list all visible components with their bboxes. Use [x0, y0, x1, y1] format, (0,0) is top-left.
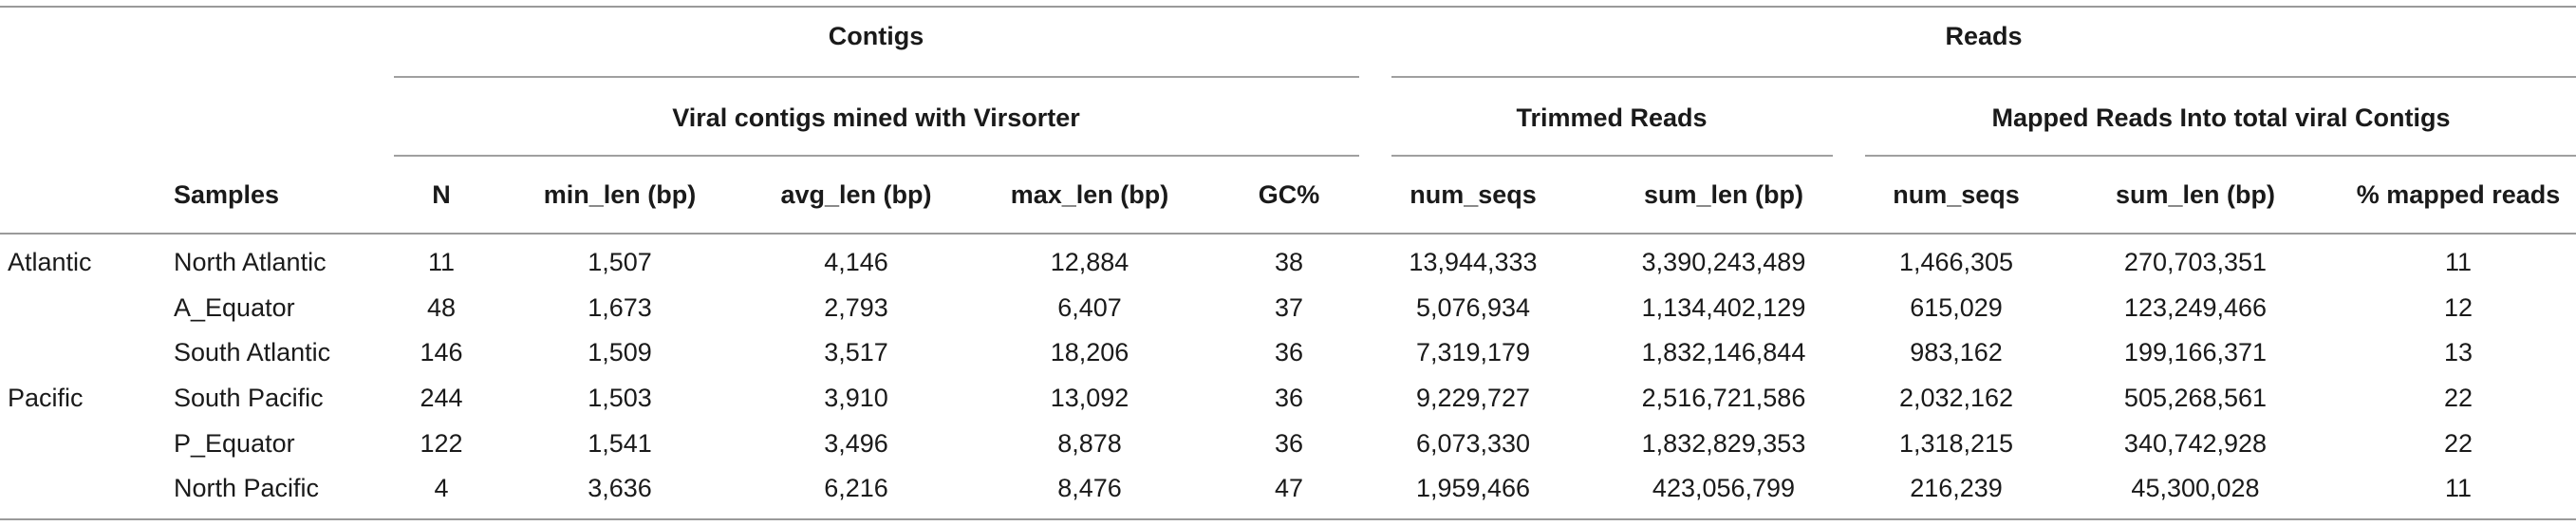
cell-max-len: 6,407: [1057, 293, 1122, 322]
cell-trim-num-seqs: 1,959,466: [1415, 474, 1531, 502]
header-viral-contigs: Viral contigs mined with Virsorter: [672, 103, 1080, 132]
cell-pct-mapped: 13: [2443, 338, 2473, 366]
cell-gc: 38: [1274, 248, 1304, 276]
bottom-rule: [0, 518, 2576, 520]
mapped-reads-rule: [1865, 155, 2576, 157]
cell-min-len: 1,541: [588, 429, 652, 458]
cell-gc: 36: [1274, 338, 1304, 366]
col-max-len: max_len (bp): [1010, 180, 1169, 209]
cell-gc: 37: [1274, 293, 1304, 322]
reads-group-rule: [1391, 76, 2576, 78]
cell-trim-num-seqs: 6,073,330: [1415, 429, 1531, 458]
cell-pct-mapped: 11: [2444, 248, 2473, 276]
cell-avg-len: 3,517: [824, 338, 888, 366]
cell-n: 244: [420, 384, 463, 412]
cell-min-len: 3,636: [588, 474, 652, 502]
cell-avg-len: 3,496: [824, 429, 888, 458]
top-rule: [0, 6, 2576, 8]
cell-map-sum-len: 340,742,928: [2123, 429, 2268, 458]
col-map-sum-len: sum_len (bp): [2115, 180, 2276, 209]
cell-trim-num-seqs: 5,076,934: [1415, 293, 1531, 322]
cell-trim-sum-len: 423,056,799: [1652, 474, 1796, 502]
cell-sample: South Pacific: [174, 384, 324, 412]
cell-map-num-seqs: 615,029: [1910, 293, 2003, 322]
cell-avg-len: 2,793: [824, 293, 888, 322]
cell-trim-sum-len: 1,832,829,353: [1641, 429, 1806, 458]
cell-avg-len: 3,910: [824, 384, 888, 412]
col-min-len: min_len (bp): [543, 180, 697, 209]
cell-n: 122: [420, 429, 463, 458]
cell-gc: 36: [1274, 384, 1304, 412]
cell-n: 48: [426, 293, 457, 322]
cell-min-len: 1,503: [588, 384, 652, 412]
col-pct-mapped: % mapped reads: [2356, 180, 2561, 209]
cell-trim-sum-len: 3,390,243,489: [1641, 248, 1806, 276]
trimmed-reads-rule: [1391, 155, 1833, 157]
col-gc: GC%: [1258, 180, 1320, 209]
header-reads: Reads: [1945, 22, 2023, 50]
cell-sample: North Pacific: [174, 474, 320, 502]
cell-max-len: 8,476: [1057, 474, 1122, 502]
cell-map-num-seqs: 2,032,162: [1898, 384, 2014, 412]
cell-max-len: 18,206: [1050, 338, 1129, 366]
cell-map-num-seqs: 983,162: [1910, 338, 2003, 366]
cell-map-sum-len: 505,268,561: [2123, 384, 2268, 412]
cell-trim-num-seqs: 7,319,179: [1415, 338, 1531, 366]
cell-avg-len: 4,146: [824, 248, 888, 276]
cell-sample: North Atlantic: [174, 248, 327, 276]
cell-trim-num-seqs: 9,229,727: [1415, 384, 1531, 412]
viral-contigs-rule: [394, 155, 1359, 157]
header-trimmed-reads: Trimmed Reads: [1516, 103, 1708, 132]
cell-region: Atlantic: [8, 248, 92, 276]
cell-pct-mapped: 12: [2443, 293, 2473, 322]
cell-region: Pacific: [8, 384, 84, 412]
cell-sample: A_Equator: [174, 293, 295, 322]
header-bottom-rule: [0, 233, 2576, 235]
cell-map-sum-len: 270,703,351: [2123, 248, 2268, 276]
cell-max-len: 8,878: [1057, 429, 1122, 458]
col-trim-num-seqs: num_seqs: [1409, 180, 1537, 209]
cell-n: 11: [427, 248, 456, 276]
cell-map-sum-len: 123,249,466: [2123, 293, 2268, 322]
header-contigs: Contigs: [828, 22, 924, 50]
cell-trim-sum-len: 1,134,402,129: [1641, 293, 1806, 322]
cell-min-len: 1,509: [588, 338, 652, 366]
col-map-num-seqs: num_seqs: [1893, 180, 2020, 209]
cell-max-len: 12,884: [1050, 248, 1129, 276]
cell-trim-sum-len: 2,516,721,586: [1641, 384, 1806, 412]
cell-sample: South Atlantic: [174, 338, 331, 366]
cell-gc: 47: [1274, 474, 1304, 502]
cell-min-len: 1,507: [588, 248, 652, 276]
col-avg-len: avg_len (bp): [780, 180, 932, 209]
cell-map-sum-len: 199,166,371: [2123, 338, 2268, 366]
cell-pct-mapped: 11: [2444, 474, 2473, 502]
cell-n: 4: [434, 474, 449, 502]
cell-pct-mapped: 22: [2443, 384, 2473, 412]
header-mapped-reads: Mapped Reads Into total viral Contigs: [1991, 103, 2451, 132]
col-samples: Samples: [174, 180, 280, 209]
col-trim-sum-len: sum_len (bp): [1643, 180, 1804, 209]
cell-pct-mapped: 22: [2443, 429, 2473, 458]
cell-sample: P_Equator: [174, 429, 295, 458]
cell-map-num-seqs: 1,466,305: [1898, 248, 2014, 276]
cell-n: 146: [420, 338, 463, 366]
cell-map-sum-len: 45,300,028: [2131, 474, 2260, 502]
cell-trim-num-seqs: 13,944,333: [1409, 248, 1538, 276]
col-n: N: [432, 180, 451, 209]
cell-min-len: 1,673: [588, 293, 652, 322]
cell-avg-len: 6,216: [824, 474, 888, 502]
cell-max-len: 13,092: [1050, 384, 1129, 412]
cell-trim-sum-len: 1,832,146,844: [1641, 338, 1806, 366]
cell-map-num-seqs: 1,318,215: [1898, 429, 2014, 458]
cell-gc: 36: [1274, 429, 1304, 458]
cell-map-num-seqs: 216,239: [1910, 474, 2003, 502]
contigs-group-rule: [394, 76, 1359, 78]
